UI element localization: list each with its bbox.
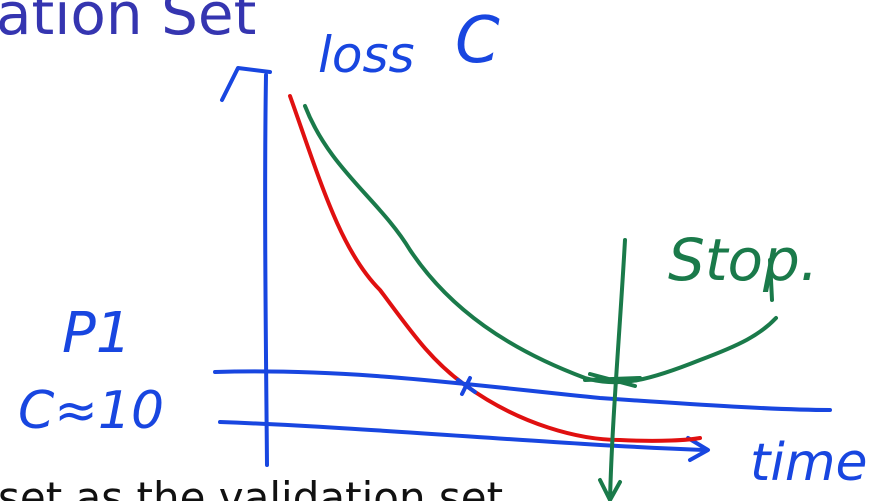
c-value: C≈10 (18, 381, 164, 441)
page: ation Set set as the validation set loss… (0, 0, 881, 501)
slide-title: ation Set (0, 0, 256, 48)
stop-label: Stop. (668, 226, 818, 294)
x-axis-label: time (750, 433, 867, 493)
p-label: P1 (62, 301, 131, 366)
slide-body: set as the validation set (0, 473, 503, 501)
slide: ation Set set as the validation set loss… (0, 0, 881, 501)
y-axis-label: loss (318, 26, 415, 84)
curve-label: C (455, 4, 500, 78)
